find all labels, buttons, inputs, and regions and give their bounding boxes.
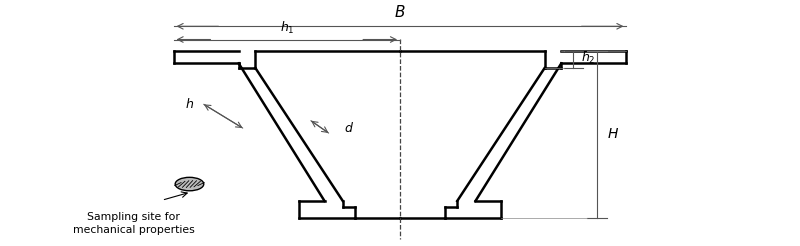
Text: $\mathit{H}$: $\mathit{H}$ xyxy=(606,127,618,141)
Text: $\mathit{h_1}$: $\mathit{h_1}$ xyxy=(280,19,294,36)
Text: $\mathbf{\mathit{B}}$: $\mathbf{\mathit{B}}$ xyxy=(394,4,406,20)
Text: $\mathit{h_2}$: $\mathit{h_2}$ xyxy=(581,49,596,66)
Text: $\mathit{h}$: $\mathit{h}$ xyxy=(185,97,194,111)
Text: Sampling site for
mechanical properties: Sampling site for mechanical properties xyxy=(73,212,194,235)
Text: $\mathbf{\mathit{d}}$: $\mathbf{\mathit{d}}$ xyxy=(344,121,354,135)
Ellipse shape xyxy=(175,177,204,191)
